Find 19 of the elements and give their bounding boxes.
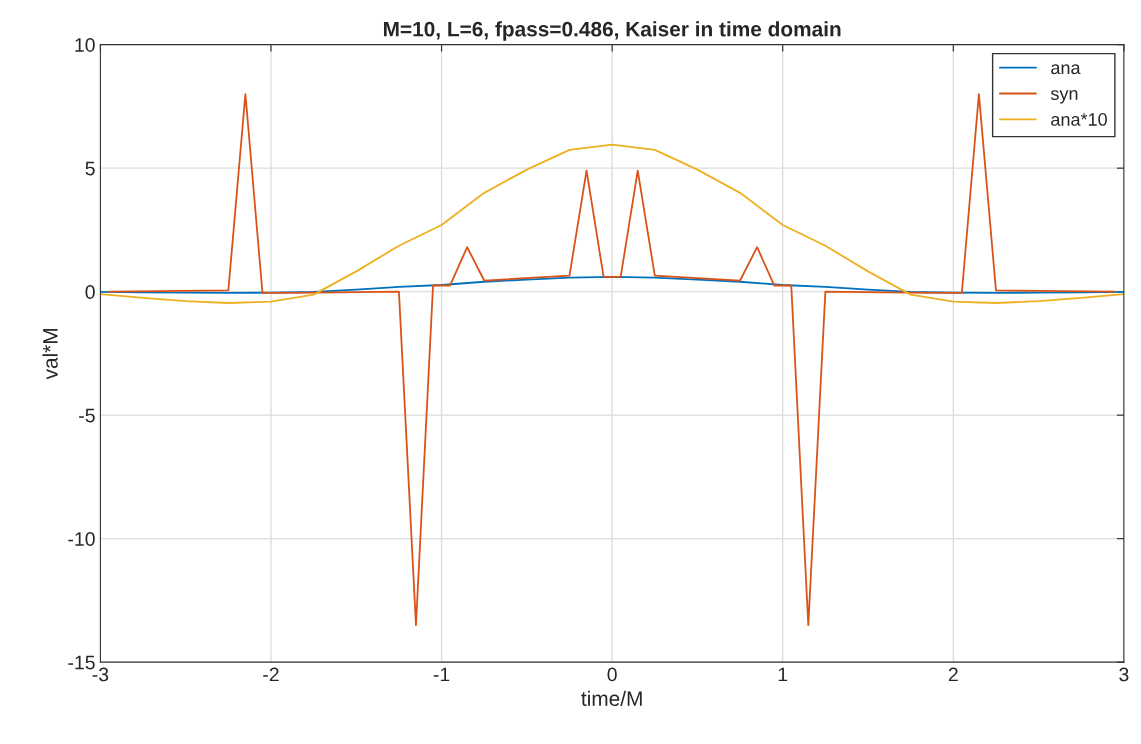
line-series bbox=[100, 143, 1124, 304]
y-axis-title: val*M bbox=[42, 329, 58, 380]
x-tick-label: 0 bbox=[607, 667, 617, 682]
line-series bbox=[100, 275, 1124, 294]
y-tick-label: -10 bbox=[68, 532, 95, 546]
legend-label: ana bbox=[1051, 64, 1081, 75]
y-tick-label: 0 bbox=[85, 285, 95, 299]
legend-label: syn bbox=[1050, 90, 1078, 104]
x-tick-label: 2 bbox=[948, 667, 958, 682]
x-tick-label: 1 bbox=[778, 667, 788, 682]
x-tick-label: -2 bbox=[263, 667, 279, 682]
legend-label: ana*10 bbox=[1051, 113, 1107, 126]
x-tick-label: -1 bbox=[433, 667, 450, 682]
y-tick-label: 10 bbox=[75, 38, 95, 52]
y-tick-label: -5 bbox=[79, 408, 95, 423]
chart-title: M=10, L=6, fpass=0.486, Kaiser in time domain bbox=[383, 21, 841, 41]
x-axis-title: time/M bbox=[581, 690, 642, 707]
y-tick-label: 5 bbox=[85, 161, 95, 176]
x-tick-label: 3 bbox=[1119, 667, 1129, 682]
